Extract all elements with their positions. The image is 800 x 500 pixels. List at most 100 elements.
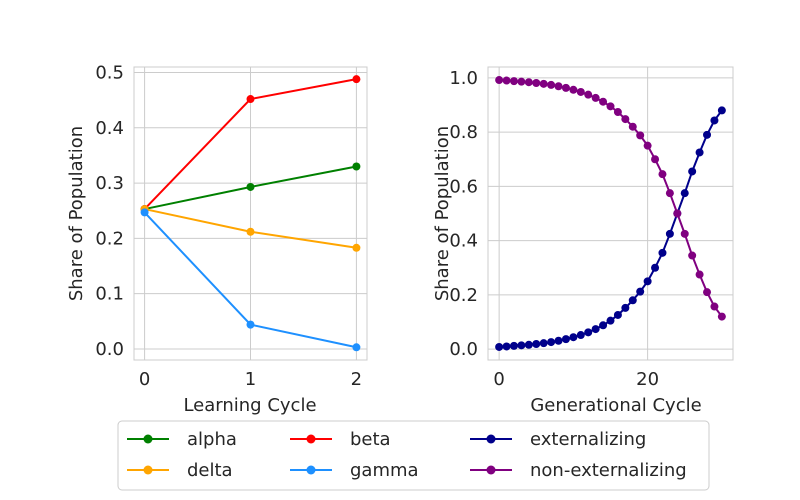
right-point-non-externalizing — [524, 78, 533, 87]
left-xlabel: Learning Cycle — [183, 395, 316, 416]
legend-label-delta: delta — [187, 460, 233, 481]
right-point-externalizing — [688, 167, 697, 176]
right-point-non-externalizing — [695, 270, 704, 279]
left-xtick-label: 1 — [245, 369, 256, 390]
right-point-non-externalizing — [673, 209, 682, 218]
legend-item-gamma: gamma — [290, 460, 419, 481]
left-ytick-label: 0.3 — [95, 173, 124, 194]
right-point-non-externalizing — [606, 102, 615, 111]
left-ytick-label: 0.0 — [95, 339, 124, 360]
right-point-externalizing — [651, 263, 660, 272]
legend-label-externalizing: externalizing — [530, 429, 646, 450]
right-point-non-externalizing — [539, 79, 548, 88]
left-point-alpha — [352, 162, 361, 171]
legend-item-externalizing: externalizing — [470, 429, 646, 450]
right-point-externalizing — [554, 336, 563, 345]
left-series-gamma — [140, 208, 361, 352]
legend-item-alpha: alpha — [127, 429, 237, 450]
right-plot-area — [487, 66, 734, 361]
right-point-externalizing — [643, 277, 652, 286]
right-point-non-externalizing — [643, 141, 652, 150]
right-point-non-externalizing — [658, 170, 667, 179]
right-point-externalizing — [561, 335, 570, 344]
left-ytick-label: 0.2 — [95, 228, 124, 249]
right-point-externalizing — [680, 189, 689, 198]
right-point-non-externalizing — [569, 85, 578, 94]
legend-marker-alpha — [143, 434, 153, 444]
legend-label-alpha: alpha — [187, 429, 237, 450]
right-ytick-label: 0.0 — [449, 339, 478, 360]
right-point-non-externalizing — [554, 82, 563, 91]
left-point-gamma — [352, 343, 361, 352]
right-point-non-externalizing — [665, 189, 674, 198]
right-point-non-externalizing — [636, 131, 645, 140]
right-point-non-externalizing — [532, 79, 541, 88]
right-point-externalizing — [717, 106, 726, 115]
legend: alpha delta beta gamma externalizing non… — [117, 420, 710, 491]
left-ytick-label: 0.5 — [95, 63, 124, 84]
legend-item-non-externalizing: non-externalizing — [470, 460, 687, 481]
right-point-non-externalizing — [509, 77, 518, 86]
left-grid — [134, 67, 367, 360]
right-point-non-externalizing — [599, 97, 608, 106]
right-ticks: 0.0 0.2 0.4 0.6 0.8 1.0 0 20 — [449, 68, 659, 390]
right-point-non-externalizing — [703, 288, 712, 297]
left-point-gamma — [246, 320, 255, 329]
right-xtick-label: 20 — [636, 369, 659, 390]
left-point-alpha — [246, 182, 255, 191]
right-point-externalizing — [591, 325, 600, 334]
right-point-externalizing — [665, 229, 674, 238]
right-chart: 0.0 0.2 0.4 0.6 0.8 1.0 0 20 Generational Cycle… — [432, 66, 734, 416]
right-point-externalizing — [613, 310, 622, 319]
legend-item-delta: delta — [127, 460, 233, 481]
right-point-non-externalizing — [680, 229, 689, 238]
legend-frame — [117, 420, 710, 491]
right-point-non-externalizing — [710, 302, 719, 311]
right-ytick-label: 0.4 — [449, 231, 478, 252]
legend-marker-beta — [306, 434, 316, 444]
legend-marker-delta — [143, 465, 153, 475]
legend-label-gamma: gamma — [350, 460, 419, 481]
right-point-non-externalizing — [517, 77, 526, 86]
legend-marker-non-externalizing — [486, 465, 496, 475]
right-point-externalizing — [539, 339, 548, 348]
right-point-non-externalizing — [547, 80, 556, 89]
left-xtick-label: 2 — [351, 369, 362, 390]
left-point-gamma — [140, 208, 149, 217]
right-point-externalizing — [621, 303, 630, 312]
right-point-externalizing — [576, 331, 585, 340]
right-point-non-externalizing — [688, 251, 697, 260]
left-ylabel: Share of Population — [66, 126, 87, 301]
right-ytick-label: 0.2 — [449, 285, 478, 306]
legend-label-non-externalizing: non-externalizing — [530, 460, 687, 481]
left-ytick-label: 0.4 — [95, 118, 124, 139]
right-point-non-externalizing — [576, 87, 585, 96]
left-ytick-label: 0.1 — [95, 284, 124, 305]
right-ytick-label: 0.8 — [449, 122, 478, 143]
right-series-externalizing — [495, 106, 726, 351]
right-point-externalizing — [509, 341, 518, 350]
right-xtick-label: 0 — [493, 369, 504, 390]
right-point-externalizing — [628, 296, 637, 305]
right-point-externalizing — [517, 341, 526, 350]
right-point-externalizing — [710, 116, 719, 125]
right-point-externalizing — [606, 316, 615, 325]
right-point-non-externalizing — [495, 76, 504, 85]
right-series-non-externalizing — [495, 76, 726, 321]
right-point-non-externalizing — [613, 108, 622, 117]
left-chart: 0.0 0.1 0.2 0.3 0.4 0.5 0 1 2 Learning Cycle Sha… — [66, 63, 368, 416]
right-point-externalizing — [532, 339, 541, 348]
right-point-externalizing — [695, 148, 704, 157]
right-ylabel: Share of Population — [432, 126, 453, 301]
right-point-non-externalizing — [651, 155, 660, 164]
right-point-externalizing — [584, 328, 593, 337]
right-ytick-label: 1.0 — [449, 68, 478, 89]
right-point-non-externalizing — [591, 93, 600, 102]
left-series — [140, 75, 361, 352]
left-xtick-label: 0 — [139, 369, 150, 390]
legend-marker-externalizing — [486, 434, 496, 444]
right-grid — [488, 67, 733, 360]
right-point-externalizing — [658, 248, 667, 257]
legend-label-beta: beta — [350, 429, 391, 450]
right-point-non-externalizing — [502, 76, 511, 85]
